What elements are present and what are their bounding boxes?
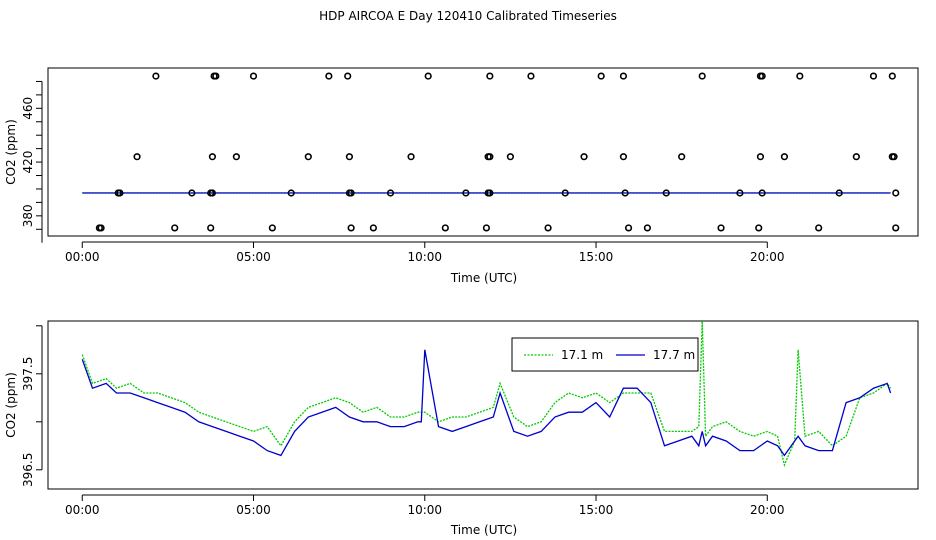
top-plot-frame	[47, 67, 919, 237]
bottom-x-tick-label: 15:00	[579, 503, 614, 517]
top-data-point	[207, 224, 215, 232]
top-y-axis-label: CO2 (ppm)	[4, 119, 18, 185]
bottom-y-tick-label: 396.5	[21, 453, 35, 487]
top-data-point	[325, 72, 333, 80]
top-data-point	[888, 72, 896, 80]
bottom-axes: 00:00 05:00 10:00 15:00 20:00 396.5 397.5	[21, 325, 785, 517]
top-data-point	[678, 153, 686, 161]
top-data-point	[345, 153, 354, 161]
bottom-x-tick-label: 20:00	[750, 503, 785, 517]
bottom-x-tick-label: 05:00	[236, 503, 271, 517]
top-x-tick-label: 15:00	[579, 250, 614, 264]
top-data-point	[347, 224, 355, 232]
top-data-point	[544, 224, 552, 232]
top-data-point	[486, 153, 494, 161]
top-data-point	[756, 153, 765, 161]
top-data-point	[171, 224, 179, 232]
top-x-tick-label: 05:00	[236, 250, 271, 264]
top-data-point	[441, 224, 449, 232]
bottom-series-line-0	[81, 320, 892, 468]
top-marks	[82, 72, 900, 232]
top-data-point	[97, 224, 105, 232]
legend: 17.1 m 17.7 m	[511, 337, 699, 372]
top-data-point	[619, 153, 628, 161]
legend-label-17-1m: 17.1 m	[561, 348, 603, 362]
top-data-point	[621, 189, 629, 197]
top-data-point	[619, 72, 628, 80]
top-data-point	[506, 153, 515, 161]
top-data-point	[424, 72, 432, 80]
top-y-tick-label: 460	[21, 97, 35, 120]
top-data-point	[249, 72, 258, 80]
top-data-point	[268, 224, 276, 232]
top-data-point	[482, 224, 491, 232]
top-data-point	[486, 189, 494, 197]
top-x-axis-label: Time (UTC)	[450, 271, 517, 285]
bottom-panel: 00:00 05:00 10:00 15:00 20:00 396.5 397.5 Time…	[4, 320, 919, 537]
top-data-point	[369, 224, 377, 232]
top-data-point	[758, 189, 766, 197]
top-data-point	[717, 224, 725, 232]
top-data-point	[892, 189, 900, 197]
top-data-point	[796, 72, 804, 80]
top-data-point	[287, 189, 295, 197]
bottom-series-line-1	[81, 349, 892, 457]
top-data-point	[561, 189, 569, 197]
top-data-point	[852, 153, 860, 161]
top-data-point	[407, 153, 415, 161]
top-data-point	[835, 189, 843, 197]
bottom-x-tick-label: 00:00	[65, 503, 100, 517]
top-data-point	[208, 189, 217, 197]
bottom-y-axis-label: CO2 (ppm)	[4, 372, 18, 438]
top-data-point	[736, 189, 744, 197]
top-data-point	[624, 224, 633, 232]
top-data-point	[892, 224, 900, 232]
bottom-x-tick-label: 10:00	[407, 503, 442, 517]
top-axes: 00:00 05:00 10:00 15:00 20:00 380 420 460	[21, 80, 785, 264]
top-data-point	[869, 72, 878, 80]
top-data-point	[597, 72, 605, 80]
top-data-point	[133, 153, 141, 161]
top-panel: 00:00 05:00 10:00 15:00 20:00 380 420 460 Time …	[4, 67, 919, 285]
top-data-point	[208, 153, 217, 161]
top-data-point	[780, 153, 789, 161]
top-data-point	[486, 72, 494, 80]
top-data-point	[662, 189, 670, 197]
top-data-point	[758, 72, 766, 80]
top-x-tick-label: 20:00	[750, 250, 785, 264]
top-data-point	[232, 153, 240, 161]
top-data-point	[462, 189, 470, 197]
top-data-point	[698, 72, 706, 80]
top-data-point	[347, 189, 355, 197]
top-data-point	[116, 189, 124, 197]
top-data-point	[755, 224, 763, 232]
bottom-y-tick-label: 397.5	[21, 357, 35, 391]
top-data-point	[527, 72, 535, 80]
top-data-point	[344, 72, 352, 80]
top-data-point	[890, 153, 898, 161]
bottom-x-axis-label: Time (UTC)	[450, 523, 517, 537]
top-data-point	[152, 72, 160, 80]
top-data-point	[643, 224, 652, 232]
top-x-tick-label: 10:00	[407, 250, 442, 264]
top-y-tick-label: 380	[21, 204, 35, 227]
top-data-point	[815, 224, 823, 232]
page-title: HDP AIRCOA E Day 120410 Calibrated Times…	[319, 9, 617, 23]
top-data-point	[188, 189, 196, 197]
top-data-point	[386, 189, 395, 197]
top-data-point	[304, 153, 312, 161]
top-x-tick-label: 00:00	[65, 250, 100, 264]
bottom-plot-frame	[47, 320, 919, 490]
top-data-point	[580, 153, 588, 161]
legend-label-17-7m: 17.7 m	[653, 348, 695, 362]
bottom-marks	[81, 320, 892, 468]
top-y-tick-label: 420	[21, 151, 35, 174]
top-data-point	[212, 72, 220, 80]
